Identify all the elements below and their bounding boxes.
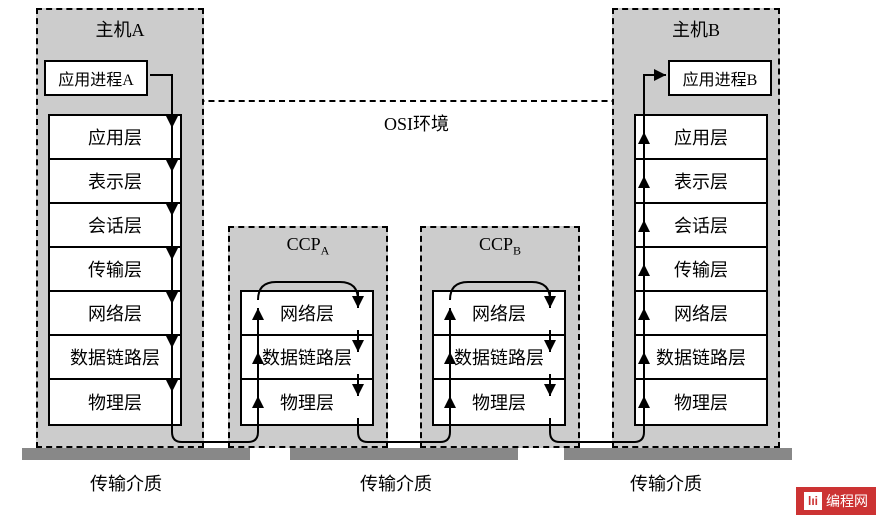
host-b-layer: 网络层 bbox=[636, 292, 766, 336]
ccp-b-layer: 数据链路层 bbox=[434, 336, 564, 380]
host-b-stack: 应用层 表示层 会话层 传输层 网络层 数据链路层 物理层 bbox=[634, 114, 768, 426]
medium-label-1: 传输介质 bbox=[90, 470, 162, 496]
env-label: OSI环境 bbox=[384, 110, 449, 136]
host-a-layer: 应用层 bbox=[50, 116, 180, 160]
process-a-label: 应用进程A bbox=[58, 72, 134, 89]
process-b-box: 应用进程B bbox=[668, 60, 772, 96]
host-b-title: 主机B bbox=[614, 16, 778, 42]
watermark: lıi 编程网 bbox=[796, 487, 876, 515]
process-a-box: 应用进程A bbox=[44, 60, 148, 96]
process-b-label: 应用进程B bbox=[683, 72, 758, 89]
ccp-b-layer: 网络层 bbox=[434, 292, 564, 336]
ccp-a-layer: 数据链路层 bbox=[242, 336, 372, 380]
host-b-layer: 传输层 bbox=[636, 248, 766, 292]
host-b-layer: 应用层 bbox=[636, 116, 766, 160]
host-a-layer: 网络层 bbox=[50, 292, 180, 336]
medium-bar-1 bbox=[22, 448, 250, 460]
host-b-layer: 会话层 bbox=[636, 204, 766, 248]
host-a-layer: 物理层 bbox=[50, 380, 180, 424]
osi-env-connector bbox=[148, 100, 668, 102]
host-a-layer: 会话层 bbox=[50, 204, 180, 248]
ccp-a-title: CCPA bbox=[230, 234, 386, 259]
medium-label-2: 传输介质 bbox=[360, 470, 432, 496]
ccp-a-layer: 网络层 bbox=[242, 292, 372, 336]
host-a-layer: 传输层 bbox=[50, 248, 180, 292]
medium-label-3: 传输介质 bbox=[630, 470, 702, 496]
medium-bar-3 bbox=[564, 448, 792, 460]
host-a-layer: 表示层 bbox=[50, 160, 180, 204]
host-b-layer: 表示层 bbox=[636, 160, 766, 204]
ccp-b-title: CCPB bbox=[422, 234, 578, 259]
medium-bar-2 bbox=[290, 448, 518, 460]
host-a-layer: 数据链路层 bbox=[50, 336, 180, 380]
host-a-title: 主机A bbox=[38, 16, 202, 42]
host-a-stack: 应用层 表示层 会话层 传输层 网络层 数据链路层 物理层 bbox=[48, 114, 182, 426]
ccp-a-stack: 网络层 数据链路层 物理层 bbox=[240, 290, 374, 426]
host-b-layer: 物理层 bbox=[636, 380, 766, 424]
ccp-b-stack: 网络层 数据链路层 物理层 bbox=[432, 290, 566, 426]
watermark-logo-icon: lıi bbox=[804, 492, 822, 510]
ccp-b-layer: 物理层 bbox=[434, 380, 564, 424]
watermark-text: 编程网 bbox=[826, 491, 868, 511]
host-b-layer: 数据链路层 bbox=[636, 336, 766, 380]
ccp-a-layer: 物理层 bbox=[242, 380, 372, 424]
